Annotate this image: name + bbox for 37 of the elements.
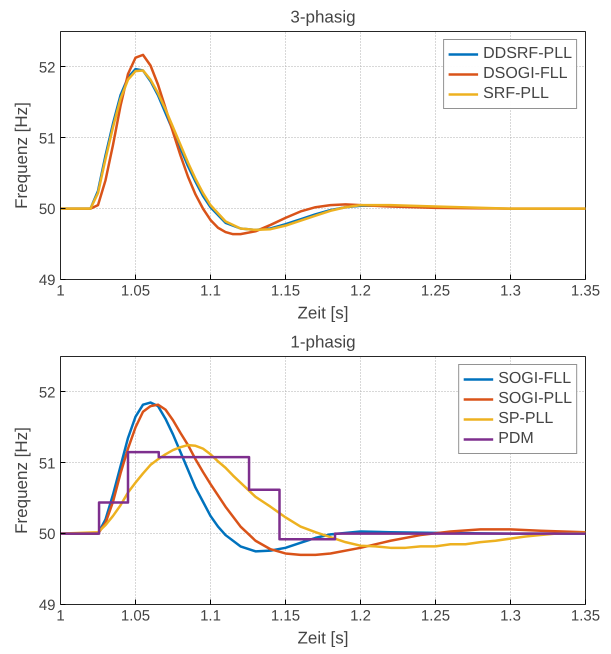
y-axis-title: Frequenz [Hz] [12, 427, 31, 534]
x-tick-label: 1.05 [120, 608, 150, 624]
x-tick-label: 1 [56, 608, 65, 624]
legend-label: DDSRF-PLL [483, 45, 572, 63]
y-tick-label: 49 [38, 272, 56, 289]
x-tick-label: 1.15 [270, 282, 300, 300]
x-tick-label: 1.15 [270, 608, 300, 624]
x-tick-label: 1.2 [350, 282, 371, 300]
x-tick-label: 1.35 [570, 282, 600, 300]
x-tick-label: 1.1 [200, 282, 221, 300]
y-tick-label: 50 [38, 526, 56, 544]
y-tick-label: 52 [38, 59, 56, 76]
y-tick-label: 50 [38, 201, 56, 218]
x-tick-label: 1.1 [200, 608, 221, 624]
x-tick-label: 1.35 [570, 608, 600, 624]
chart-title: 1-phasig [290, 332, 356, 352]
x-tick-label: 1.05 [120, 282, 150, 300]
legend-label: DSOGI-FLL [483, 65, 568, 83]
x-axis-title: Zeit [s] [297, 304, 349, 322]
x-axis-title: Zeit [s] [297, 628, 349, 648]
y-tick-label: 51 [38, 130, 56, 148]
legend-label: PDM [498, 430, 534, 448]
y-tick-label: 52 [38, 384, 56, 402]
legend-label: SOGI-FLL [498, 370, 572, 388]
legend-label: SP-PLL [498, 410, 554, 428]
legend-label: SOGI-PLL [498, 390, 572, 408]
y-axis-title: Frequenz [Hz] [12, 102, 31, 209]
x-tick-label: 1.3 [500, 282, 521, 300]
x-tick-label: 1.25 [420, 282, 450, 300]
y-tick-label: 51 [38, 455, 56, 472]
chart-title: 3-phasig [290, 8, 356, 26]
legend-label: SRF-PLL [483, 85, 549, 103]
x-tick-label: 1.2 [350, 608, 371, 624]
x-tick-label: 1.3 [500, 608, 521, 624]
x-tick-label: 1 [56, 282, 65, 300]
y-tick-label: 49 [38, 597, 56, 614]
x-tick-label: 1.25 [420, 608, 450, 624]
